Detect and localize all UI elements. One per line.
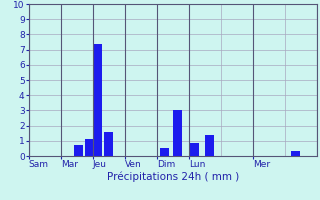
- Bar: [74, 145, 83, 156]
- Bar: [93, 44, 102, 156]
- Bar: [173, 110, 182, 156]
- X-axis label: Précipitations 24h ( mm ): Précipitations 24h ( mm ): [107, 172, 239, 182]
- Bar: [291, 151, 300, 156]
- Bar: [104, 132, 113, 156]
- Bar: [190, 143, 199, 156]
- Bar: [160, 148, 169, 156]
- Bar: [85, 139, 94, 156]
- Bar: [205, 135, 214, 156]
